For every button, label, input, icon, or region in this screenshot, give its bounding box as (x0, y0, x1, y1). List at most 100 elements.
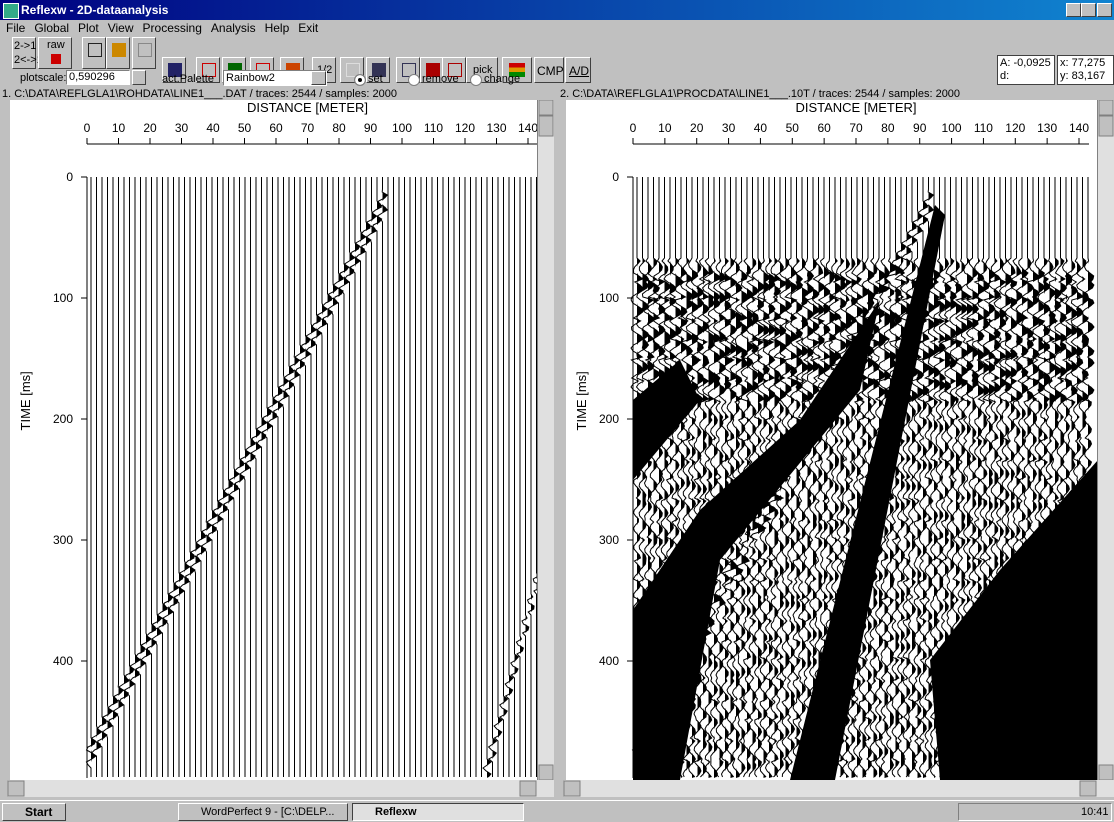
trace-fill (785, 177, 793, 778)
menu-item[interactable]: Global (34, 21, 70, 35)
x-tick-label: 50 (238, 121, 252, 135)
icon (51, 54, 61, 64)
pick-button[interactable]: pick (466, 57, 498, 83)
tool-button[interactable] (196, 57, 220, 83)
app-icon (3, 3, 19, 19)
button-label: pick (473, 64, 493, 76)
start-label: Start (25, 805, 53, 819)
minimize-button[interactable] (1066, 3, 1081, 17)
icon (138, 43, 152, 57)
x-tick-label: 80 (881, 121, 895, 135)
window-title: Reflexw - 2D-dataanalysis (21, 3, 169, 17)
x-tick-label: 30 (175, 121, 189, 135)
ad-button[interactable]: A/D (565, 57, 591, 83)
menu-item[interactable]: Exit (298, 21, 319, 35)
vertical-scrollbar[interactable] (538, 100, 554, 780)
spin-button[interactable] (132, 70, 146, 85)
wiggle-traces (85, 177, 541, 778)
trace-fill (978, 177, 984, 778)
scroll-right (519, 780, 537, 797)
panel-edge (1097, 100, 1098, 780)
menu-item[interactable]: Plot (78, 21, 99, 35)
x-tick-label: 90 (913, 121, 927, 135)
scroll-up (1098, 100, 1114, 116)
x-tick-label: 110 (424, 121, 443, 135)
tool-button[interactable] (106, 37, 130, 69)
start-button[interactable]: Start (2, 803, 66, 821)
cmp-button[interactable]: CMP (534, 57, 564, 83)
swap-button[interactable]: 2->1 2<->1 (12, 37, 43, 69)
scroll-down (538, 764, 554, 781)
y-tick-label: 200 (599, 412, 619, 426)
maximize-button[interactable] (1081, 3, 1096, 17)
y-tick-label: 100 (53, 291, 73, 305)
x-tick-label: 70 (849, 121, 863, 135)
x-tick-label: 100 (942, 121, 962, 135)
trace-fill (719, 177, 726, 778)
trace-fill (967, 177, 973, 778)
trace-fill (1000, 177, 1006, 778)
trace-fill (934, 177, 940, 778)
trace-fill (703, 177, 711, 778)
radio-label: remove (422, 73, 459, 85)
tool-button[interactable] (162, 57, 186, 83)
trace (638, 177, 657, 778)
plotscale-input[interactable]: 0,590296 (66, 70, 130, 85)
trace-fill (102, 177, 107, 778)
x-tick-label: 60 (269, 121, 283, 135)
close-button[interactable] (1097, 3, 1112, 17)
trace (800, 177, 816, 778)
task-button[interactable]: WordPerfect 9 - [C:\DELP... (178, 803, 348, 821)
tool-button[interactable] (366, 57, 390, 83)
menu-item[interactable]: Analysis (210, 21, 256, 35)
x-tick-label: 130 (486, 121, 506, 135)
panel-path: 1. C:\DATA\REFLGLA1\ROHDATA\LINE1___.DAT… (2, 88, 397, 100)
tool-button[interactable] (442, 57, 466, 83)
trace-fill (829, 177, 836, 778)
tool-button[interactable] (82, 37, 106, 69)
trace (971, 177, 985, 778)
scroll-right (1079, 780, 1097, 797)
dropdown-arrow[interactable] (311, 71, 326, 85)
trace-fill (525, 177, 529, 778)
trace-fill (802, 177, 808, 778)
trace (844, 177, 864, 778)
trace-fill (824, 177, 833, 778)
vertical-scrollbar[interactable] (1098, 100, 1114, 780)
button-label: raw (47, 39, 65, 51)
scroll-left (563, 780, 581, 797)
tool-button[interactable] (132, 37, 156, 69)
y-tick-label: 300 (53, 533, 73, 547)
task-button[interactable]: Reflexw (352, 803, 524, 821)
tool-button[interactable] (420, 57, 444, 83)
color-button[interactable] (502, 57, 532, 83)
menu-item[interactable]: View (107, 21, 134, 35)
button-label: 2->1 (14, 40, 37, 52)
y-tick-label: 200 (53, 412, 73, 426)
menu-item[interactable]: Help (264, 21, 290, 35)
trace-fill (1038, 177, 1046, 778)
radio-button[interactable] (408, 74, 420, 86)
menu-item[interactable]: Processing (142, 21, 202, 35)
trace (674, 177, 689, 778)
trace-fill (637, 177, 644, 778)
trace-fill (736, 177, 743, 778)
trace (668, 177, 683, 778)
x-tick-label: 10 (658, 121, 672, 135)
scroll-down (1098, 764, 1114, 781)
x-tick-label: 0 (84, 121, 91, 135)
trace-fill (857, 177, 867, 778)
trace-fill (1071, 177, 1078, 778)
menu-item[interactable]: File (6, 21, 26, 35)
menu-bar: File Global Plot View Processing Analysis Help… (0, 21, 318, 36)
radio-button[interactable] (354, 74, 366, 86)
trace-fill (763, 177, 771, 778)
x-tick-label: 40 (754, 121, 768, 135)
trace-fill (780, 177, 789, 778)
trace-fill (1005, 177, 1012, 778)
trace-fill (659, 177, 665, 778)
radio-button[interactable] (470, 74, 482, 86)
trace (794, 177, 809, 778)
raw-button[interactable]: raw (38, 37, 72, 69)
palette-dropdown[interactable]: Rainbow2 (223, 70, 327, 86)
